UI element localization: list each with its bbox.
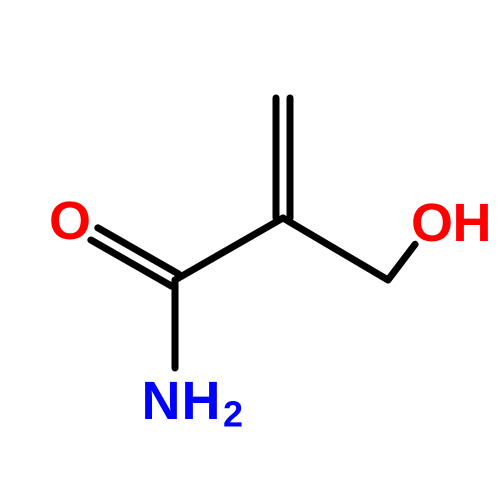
atom-label-N3: 2 [223, 394, 243, 435]
atom-label-O7: H [453, 193, 492, 253]
atom-label-N3: H [182, 371, 221, 431]
atom-label-N3: N [142, 371, 181, 431]
atom-label-O1: O [49, 191, 91, 251]
bond [283, 218, 388, 280]
atom-label-O7: O [411, 193, 453, 253]
molecule-diagram: ONH2OH [0, 0, 500, 500]
bond [175, 218, 283, 280]
